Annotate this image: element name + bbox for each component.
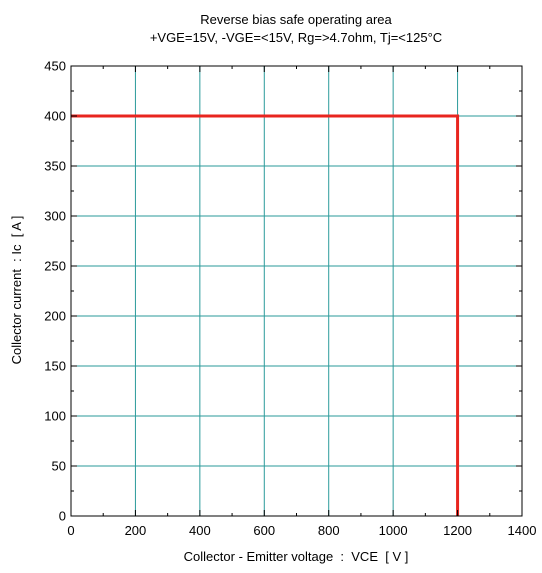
y-tick-label: 350 bbox=[44, 159, 66, 174]
x-tick-label: 800 bbox=[318, 523, 340, 538]
y-tick-label: 300 bbox=[44, 209, 66, 224]
series-layer bbox=[71, 114, 460, 516]
x-tick-label: 1200 bbox=[443, 523, 472, 538]
y-tick-label: 250 bbox=[44, 259, 66, 274]
grid bbox=[70, 65, 523, 517]
chart-subtitle: +VGE=15V, -VGE=<15V, Rg=>4.7ohm, Tj=<125… bbox=[150, 30, 442, 45]
x-tick-label: 1000 bbox=[379, 523, 408, 538]
y-tick-label: 100 bbox=[44, 409, 66, 424]
chart-title: Reverse bias safe operating area bbox=[200, 12, 392, 27]
y-tick-label: 50 bbox=[52, 459, 66, 474]
x-tick-label: 400 bbox=[189, 523, 211, 538]
ticks: 0 200 400 600 800 1000 1200 1400 0 50 100 150 200 250… bbox=[44, 59, 536, 539]
rbsoa-boundary-line bbox=[71, 114, 460, 516]
y-tick-label: 150 bbox=[44, 359, 66, 374]
y-tick-label: 450 bbox=[44, 59, 66, 74]
x-tick-label: 0 bbox=[67, 523, 74, 538]
x-tick-label: 1400 bbox=[508, 523, 537, 538]
y-tick-label: 400 bbox=[44, 109, 66, 124]
x-tick-label: 600 bbox=[253, 523, 275, 538]
y-axis-label: Collector current : Ic [ A ] bbox=[9, 216, 24, 365]
plot-frame bbox=[70, 65, 523, 517]
x-tick-label: 200 bbox=[125, 523, 147, 538]
y-tick-label: 200 bbox=[44, 309, 66, 324]
y-tick-label: 0 bbox=[59, 509, 66, 524]
x-axis-label: Collector - Emitter voltage : VCE [ V ] bbox=[184, 549, 409, 564]
